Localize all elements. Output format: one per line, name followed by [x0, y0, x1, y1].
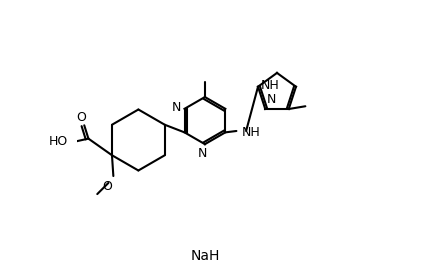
Text: N: N — [172, 101, 181, 114]
Text: O: O — [76, 111, 86, 124]
Text: NaH: NaH — [190, 249, 219, 263]
Text: N: N — [198, 147, 207, 160]
Text: N: N — [267, 93, 276, 106]
Text: NH: NH — [261, 79, 280, 92]
Text: O: O — [102, 180, 112, 193]
Text: NH: NH — [241, 126, 260, 139]
Text: HO: HO — [48, 135, 68, 148]
